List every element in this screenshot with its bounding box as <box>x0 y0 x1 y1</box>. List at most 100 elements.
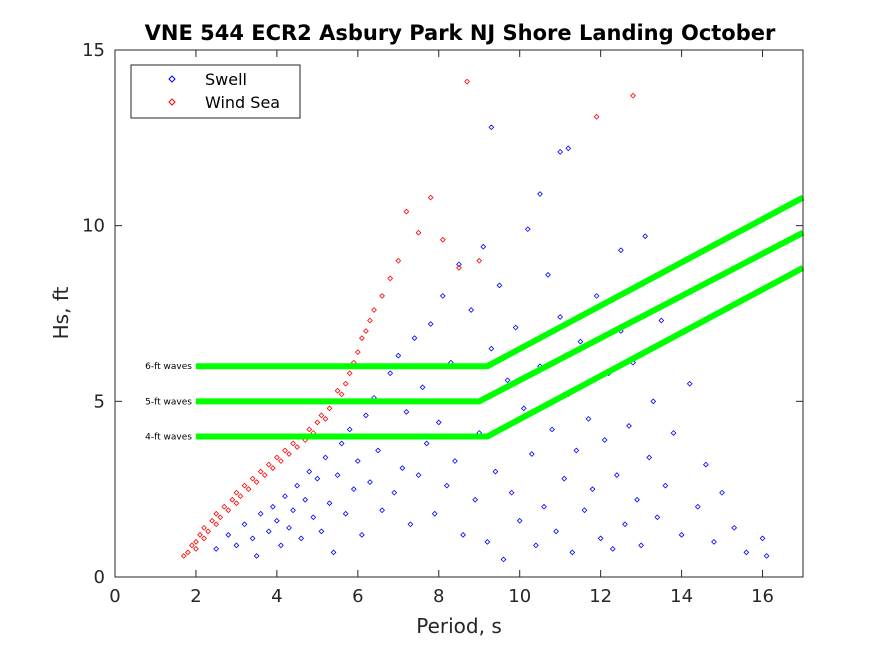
wind-sea-point <box>322 416 329 422</box>
swell-point <box>306 468 313 475</box>
swell-point <box>642 233 649 240</box>
swell-point <box>593 293 600 299</box>
y-tick-label: 5 <box>94 391 105 412</box>
swell-point <box>286 524 292 531</box>
scatter-points <box>180 78 770 563</box>
swell-point <box>496 282 503 289</box>
6-ft-waves-label: 6-ft waves <box>145 362 192 372</box>
legend-wind-sea-marker <box>168 98 176 106</box>
legend-swell-label: Swell <box>205 70 247 89</box>
swell-point <box>488 345 495 352</box>
swell-point <box>488 124 495 131</box>
wind-sea-point <box>245 486 252 493</box>
plot-area <box>115 50 803 577</box>
swell-point <box>743 549 750 556</box>
swell-point <box>553 528 559 535</box>
x-tick-label: 16 <box>751 586 774 607</box>
swell-point <box>346 426 353 433</box>
wind-sea-point <box>205 528 211 535</box>
wind-sea-point <box>294 444 300 450</box>
wind-sea-point <box>233 500 240 507</box>
wind-sea-point <box>290 440 296 447</box>
swell-point <box>638 542 644 549</box>
swell-point <box>363 412 369 419</box>
swell-point <box>395 352 402 359</box>
swell-point <box>269 503 276 510</box>
swell-point <box>379 507 385 514</box>
swell-point <box>359 531 365 538</box>
wind-sea-point <box>249 475 256 482</box>
legend-swell-marker <box>168 75 176 83</box>
swell-point <box>500 556 507 563</box>
swell-point <box>541 503 547 510</box>
swell-point <box>443 482 450 489</box>
wind-sea-point <box>261 472 268 478</box>
swell-point <box>233 542 240 549</box>
swell-point <box>504 377 511 384</box>
swell-point <box>460 531 466 538</box>
swell-point <box>565 145 572 152</box>
swell-point <box>407 521 414 528</box>
swell-point <box>759 535 766 542</box>
legend: Swell Wind Sea <box>130 64 301 119</box>
wind-sea-point <box>193 539 199 545</box>
wind-sea-point <box>379 293 385 299</box>
wind-sea-point <box>209 517 215 524</box>
x-axis-label: Period, s <box>416 614 502 638</box>
swell-point <box>731 524 738 531</box>
swell-point <box>290 507 296 514</box>
wind-sea-point <box>213 521 220 528</box>
swell-point <box>658 317 665 324</box>
wind-sea-point <box>269 465 276 471</box>
swell-point <box>573 447 580 454</box>
wind-sea-point <box>630 92 636 99</box>
threshold-lines <box>195 194 805 440</box>
wind-sea-point <box>213 510 220 517</box>
swell-point <box>399 465 406 471</box>
wind-sea-point <box>193 546 199 552</box>
swell-point <box>581 507 588 514</box>
swell-point <box>763 553 770 559</box>
chart-title: VNE 544 ECR2 Asbury Park NJ Shore Landin… <box>145 21 776 45</box>
wind-sea-point <box>334 387 341 394</box>
swell-point <box>577 338 584 345</box>
swell-point <box>654 514 661 521</box>
legend-box <box>130 64 301 119</box>
swell-point <box>512 324 519 331</box>
plot-frame <box>114 49 804 578</box>
x-tick-label: 12 <box>589 586 612 607</box>
swell-point <box>431 510 438 517</box>
swell-point <box>375 447 381 454</box>
swell-point <box>650 398 657 405</box>
swell-point <box>524 226 531 233</box>
swell-point <box>354 458 361 464</box>
swell-point <box>670 430 677 436</box>
wind-sea-point <box>274 454 280 461</box>
swell-point <box>415 472 422 478</box>
threshold-labels: 4-ft waves 5-ft waves 6-ft waves <box>145 362 192 442</box>
wind-sea-point <box>318 412 325 419</box>
wind-sea-point <box>282 447 288 454</box>
swell-point <box>213 546 220 552</box>
wind-sea-point <box>237 493 244 500</box>
swell-point <box>719 489 725 496</box>
swell-point <box>597 535 604 542</box>
swell-point <box>257 510 264 517</box>
swell-point <box>468 307 475 313</box>
x-tick-label: 8 <box>433 586 444 607</box>
swell-point <box>314 475 321 482</box>
wind-sea-point <box>476 257 483 264</box>
wind-sea-point <box>456 264 462 271</box>
wind-sea-point <box>395 257 402 264</box>
wind-sea-point <box>371 307 377 313</box>
swell-point <box>391 489 398 496</box>
swell-point <box>411 335 418 341</box>
swell-point <box>585 416 592 422</box>
wind-sea-point <box>415 229 422 236</box>
swell-point <box>634 496 640 503</box>
swell-point <box>241 521 248 528</box>
swell-point <box>435 419 442 426</box>
wind-sea-point <box>306 426 313 433</box>
wind-sea-point <box>367 317 373 324</box>
swell-point <box>265 528 272 535</box>
